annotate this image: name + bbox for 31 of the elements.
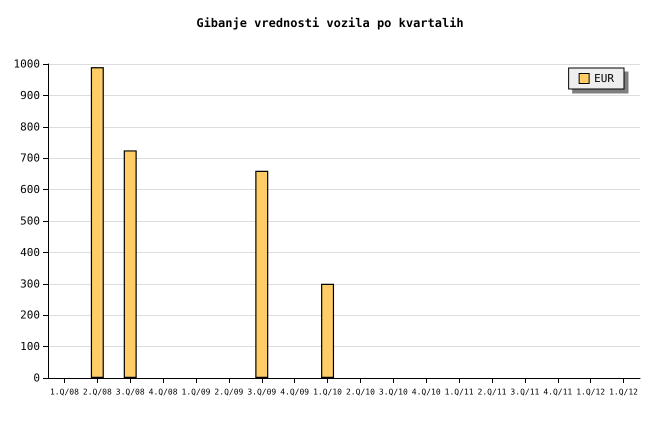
y-tick-label: 700 <box>20 152 40 165</box>
y-tick-label: 300 <box>20 277 40 290</box>
x-tick-label: 4.Q/08 <box>148 388 178 396</box>
x-tick-label: 3.Q/10 <box>378 388 408 396</box>
x-tick-label: 2.Q/08 <box>82 388 112 396</box>
y-tick-label: 200 <box>20 308 40 322</box>
x-tick-label: 1.Q/09 <box>182 388 211 396</box>
y-tick-label: 500 <box>20 214 40 228</box>
x-tick-label: 4.Q/10 <box>412 388 441 396</box>
x-tick-label: 1.Q/11 <box>444 388 474 396</box>
x-tick-label: 3.Q/08 <box>116 388 145 396</box>
x-tick-label: 4.Q/09 <box>280 388 310 396</box>
x-tick-label: 2.Q/09 <box>214 388 244 396</box>
y-tick-label: 900 <box>20 88 40 102</box>
y-tick-label: 100 <box>20 340 40 354</box>
x-tick-label: 2.Q/11 <box>478 388 507 396</box>
y-tick-label: 800 <box>20 120 40 134</box>
y-tick-label: 400 <box>20 246 40 259</box>
x-tick-label: 1.Q/12 <box>576 388 606 396</box>
x-tick-label: 4.Q/11 <box>543 388 572 396</box>
chart-title: Gibanje vrednosti vozila po kvartalih <box>196 16 464 30</box>
y-tick-label: 1000 <box>14 58 40 70</box>
legend-label: EUR <box>594 72 614 85</box>
x-tick-label: 3.Q/09 <box>247 388 276 396</box>
x-tick-label: 1.Q/08 <box>50 388 80 396</box>
x-tick-label: 2.Q/10 <box>346 388 376 396</box>
y-tick-label: 600 <box>20 183 40 196</box>
x-tick-label: 1.Q/12 <box>609 388 638 396</box>
x-tick-label: 1.Q/10 <box>313 388 342 396</box>
x-tick-label: 3.Q/11 <box>510 388 540 396</box>
y-tick-label: 0 <box>33 372 40 384</box>
